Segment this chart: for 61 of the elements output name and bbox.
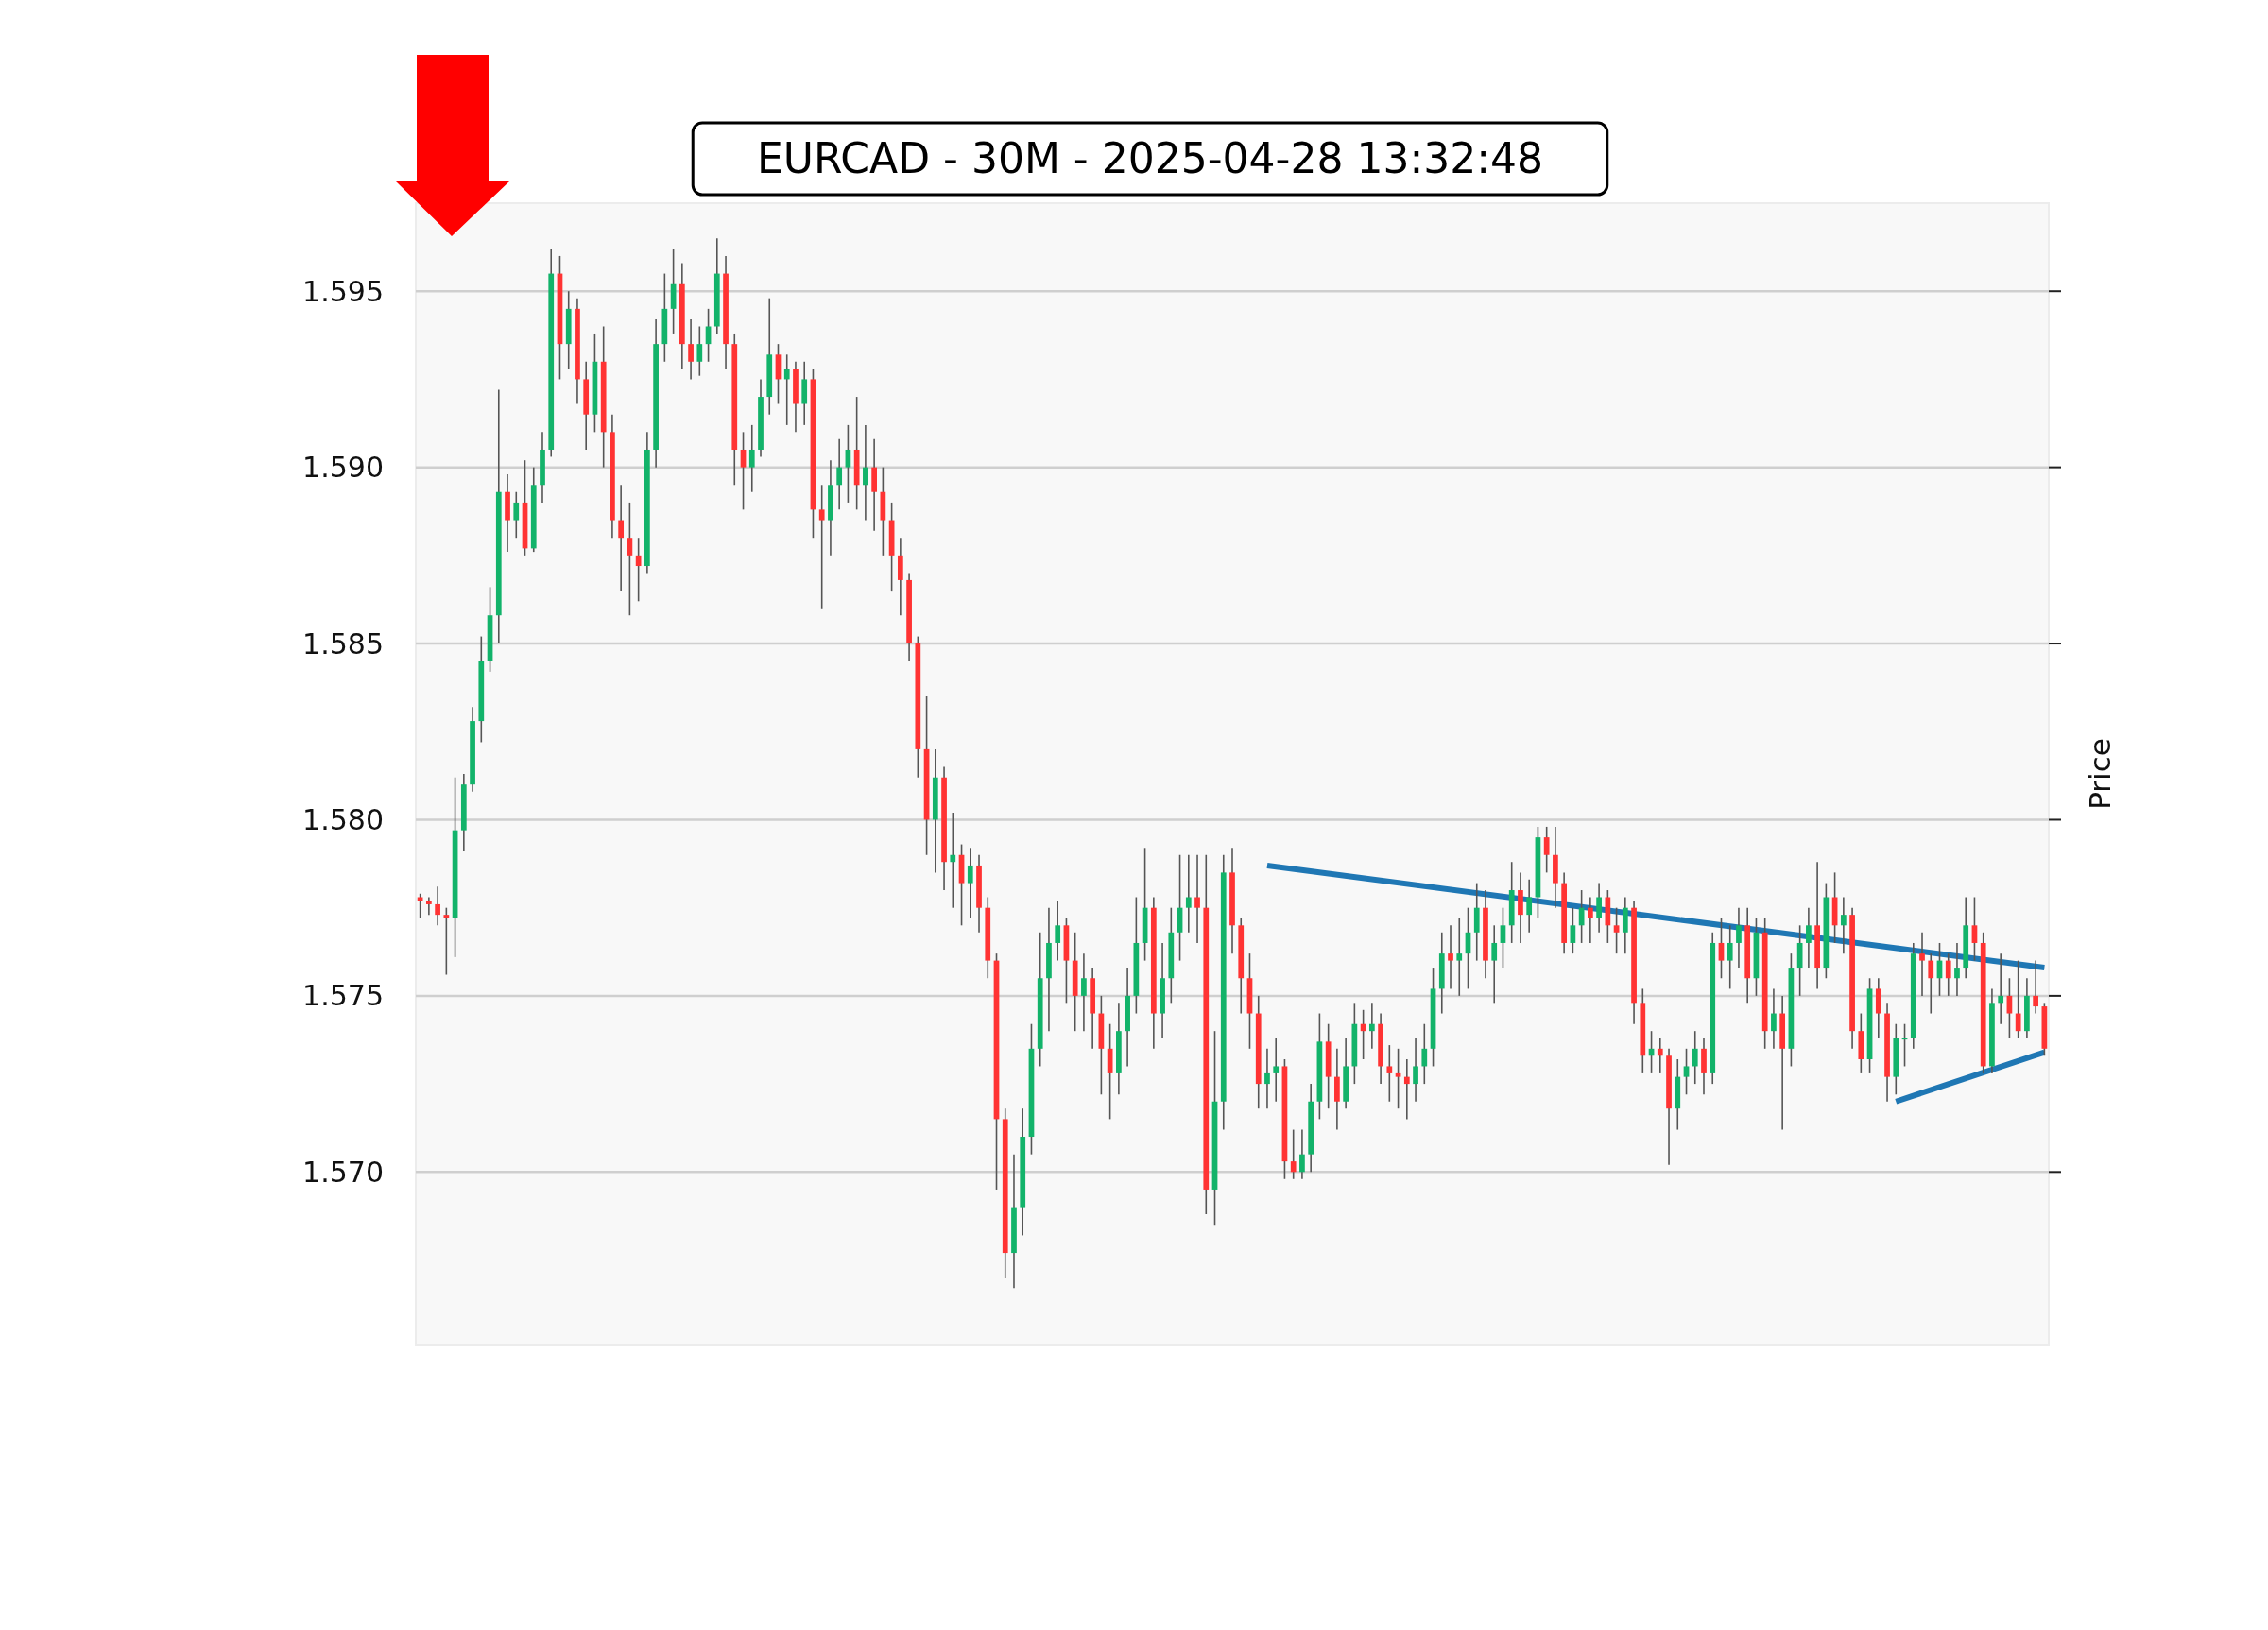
candlestick [435,885,440,927]
candlestick [1945,952,1951,997]
candlestick [783,353,790,426]
candlestick [1771,987,1777,1050]
candlestick [1448,924,1453,990]
candlestick [1368,1002,1375,1050]
candlestick [967,847,973,919]
candlestick [1588,896,1593,944]
candlestick [1290,1128,1297,1180]
candlestick [2015,959,2021,1039]
candlestick [1543,826,1550,874]
candlestick [1692,1030,1698,1085]
y-tick-label: 1.570 [302,1155,384,1189]
candlestick [1998,952,2004,1025]
candlestick [513,490,520,539]
y-axis-title: Price [2083,738,2117,810]
candlestick [696,325,703,377]
candlestick [1727,924,1733,990]
candlestick [1081,952,1087,1032]
candlestick [1264,1048,1270,1109]
candlestick [1954,942,1960,997]
candlestick [1928,952,1934,1015]
candlestick [1299,1128,1305,1180]
candlestick [618,484,625,592]
candlestick [2033,959,2038,1015]
candlestick [1194,853,1200,944]
y-tick-label: 1.595 [302,274,384,308]
candlestick [1526,879,1533,934]
candlestick [1736,906,1742,969]
candlestick [1273,1037,1280,1103]
candlestick [950,812,956,909]
candlestick [748,424,755,493]
candlestick [1683,1048,1690,1096]
chart-title: EURCAD - 30M - 2025-04-28 13:32:48 [756,134,1544,183]
candlestick [1596,882,1602,934]
y-tick-label: 1.590 [302,451,384,485]
candlestick [1613,906,1620,954]
y-tick-label: 1.585 [302,626,384,661]
candlestick [1185,853,1192,934]
candlestick [1403,1058,1410,1121]
candlestick [1421,1022,1428,1085]
y-tick-label: 1.575 [302,979,384,1013]
candlestick [1491,924,1498,1004]
candlestick [836,438,843,511]
y-tick-label: 1.580 [302,802,384,836]
candlestick [426,896,432,916]
candlestick [443,906,450,976]
candlestick [688,318,694,381]
candlestick [1386,1044,1393,1103]
candlestick [1657,1037,1663,1074]
candlestick [1055,900,1061,962]
candlestick [1395,1048,1401,1109]
candlestick [1413,1037,1418,1103]
candlestick [417,892,423,919]
candlestick [1806,906,1812,969]
candlestick [635,537,642,603]
candlestick [818,484,825,609]
candlestick [1919,931,1925,997]
candlestick [1840,896,1847,954]
candlestick [863,424,868,522]
candlestick [1456,918,1463,997]
